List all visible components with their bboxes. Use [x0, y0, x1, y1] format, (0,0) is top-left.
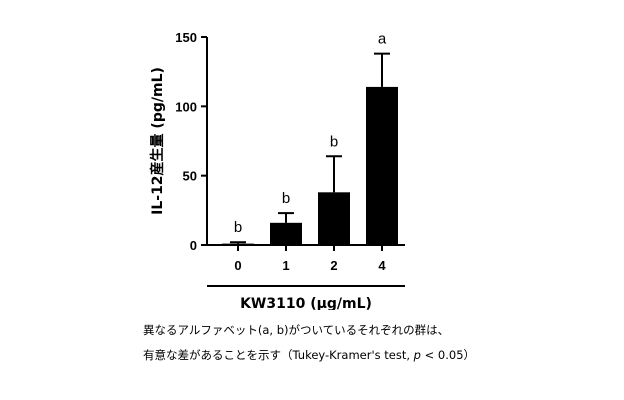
y-tick-label: 100 [175, 99, 197, 114]
y-tick-label: 150 [175, 30, 197, 45]
y-tick-label: 50 [183, 169, 197, 184]
footnote-text-2b: < 0.05） [420, 348, 476, 362]
footnote-line-2: 有意な差があることを示す（Tukey-Kramer's test, p < 0.… [143, 347, 475, 363]
x-tick-label: 0 [234, 258, 241, 273]
significance-label: a [378, 31, 387, 48]
significance-label: b [330, 133, 338, 150]
labels: 0 50 100 150 0 b 1 b 2 b 4 a KW3110 (μg/mL) IL-12産生量 … [149, 30, 387, 310]
bar [222, 243, 254, 245]
footnote-line-1: 異なるアルファベット(a, b)がついているそれぞれの群は、 [143, 322, 449, 338]
significance-label: b [234, 219, 242, 236]
x-tick-label: 4 [378, 258, 386, 273]
y-axis-title: IL-12産生量 (pg/mL) [149, 67, 166, 215]
bar [318, 192, 350, 245]
x-axis-title: KW3110 (μg/mL) [240, 296, 372, 310]
x-tick-label: 1 [282, 258, 289, 273]
bar [366, 86, 398, 245]
bar-chart: 0 50 100 150 0 b 1 b 2 b 4 a KW3110 (μg/mL) IL-12産生量 … [149, 30, 405, 310]
bars [222, 52, 398, 245]
x-tick-label: 2 [330, 258, 337, 273]
footnote-text-2a: 有意な差があることを示す（Tukey-Kramer's test, [143, 348, 414, 362]
footnote-p-symbol: p [413, 348, 421, 362]
significance-label: b [282, 190, 290, 207]
bar [270, 222, 302, 245]
y-tick-label: 0 [190, 238, 197, 253]
footnote-text-1: 異なるアルファベット(a, b)がついているそれぞれの群は、 [143, 323, 450, 337]
